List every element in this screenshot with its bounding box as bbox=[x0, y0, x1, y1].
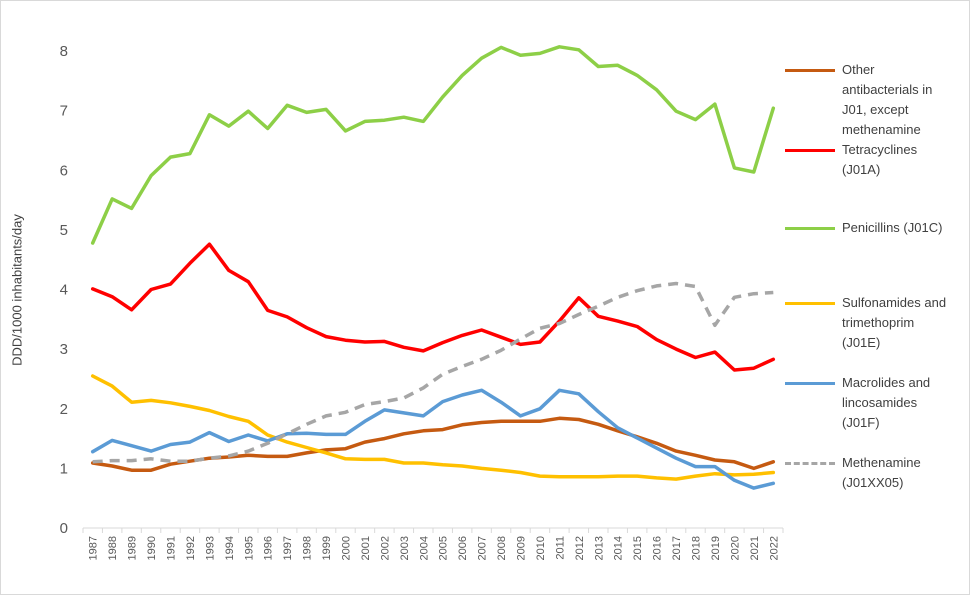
series-lines bbox=[90, 45, 776, 490]
y-tick-label: 7 bbox=[60, 103, 68, 120]
x-tick-label: 2007 bbox=[477, 536, 489, 560]
legend-label: Macrolides and lincosamides (J01F) bbox=[842, 375, 931, 430]
series-line-4 bbox=[90, 388, 776, 490]
y-tick-label: 3 bbox=[60, 341, 68, 358]
legend-label: Sulfonamides and trimethoprim (J01E) bbox=[842, 295, 947, 350]
legend-swatch bbox=[785, 69, 835, 72]
x-tick-label: 1993 bbox=[204, 536, 216, 560]
x-tick-label: 1996 bbox=[263, 536, 275, 560]
y-tick-label: 2 bbox=[60, 401, 68, 418]
x-tick-label: 1994 bbox=[224, 536, 236, 560]
x-tick-label: 2003 bbox=[399, 536, 411, 560]
series-line-1 bbox=[90, 242, 776, 372]
y-tick-label: 6 bbox=[60, 162, 68, 179]
legend-label: Other antibacterials in J01, except meth… bbox=[842, 62, 933, 137]
x-tick-label: 2001 bbox=[360, 536, 372, 560]
y-tick-label: 5 bbox=[60, 222, 68, 239]
legend-swatch bbox=[785, 382, 835, 385]
x-tick-label: 2009 bbox=[516, 536, 528, 560]
legend-swatch bbox=[785, 227, 835, 230]
legend-swatch bbox=[785, 149, 835, 152]
series-line-2 bbox=[90, 45, 776, 245]
x-tick-label: 2008 bbox=[496, 536, 508, 560]
x-tick-label: 1998 bbox=[302, 536, 314, 560]
y-axis-label: DDD/1000 inhabitants/day bbox=[9, 214, 25, 366]
x-tick-label: 1990 bbox=[146, 536, 158, 560]
x-tick-label: 2010 bbox=[535, 536, 547, 560]
x-tick-label: 1992 bbox=[185, 536, 197, 560]
x-tick-label: 2005 bbox=[438, 536, 450, 560]
series-line-3 bbox=[90, 374, 776, 481]
y-tick-label: 8 bbox=[60, 43, 68, 60]
x-tick-label: 2017 bbox=[671, 536, 683, 560]
x-tick-label: 1999 bbox=[321, 536, 333, 560]
x-tick-label: 2019 bbox=[710, 536, 722, 560]
legend-label: Tetracyclines (J01A) bbox=[842, 142, 918, 177]
x-tick-label: 2000 bbox=[341, 536, 353, 560]
x-tick-label: 2015 bbox=[632, 536, 644, 560]
x-tick-label: 2004 bbox=[418, 536, 430, 560]
x-tick-label: 2012 bbox=[574, 536, 586, 560]
axes bbox=[82, 527, 784, 533]
x-tick-label: 2018 bbox=[691, 536, 703, 560]
y-tick-label: 0 bbox=[60, 520, 68, 537]
series-line-5 bbox=[92, 281, 774, 464]
tick-labels: 0 1 2 3 4 5 6 7 8 1987 1988 1989 1990 1991 1992 1993 199… bbox=[60, 43, 781, 560]
x-tick-label: 2021 bbox=[749, 536, 761, 560]
x-tick-label: 2006 bbox=[457, 536, 469, 560]
x-tick-label: 2002 bbox=[379, 536, 391, 560]
x-tick-label: 1989 bbox=[127, 536, 139, 560]
legend-label: Penicillins (J01C) bbox=[842, 220, 943, 235]
legend-swatch bbox=[785, 302, 835, 305]
x-tick-label: 2011 bbox=[554, 536, 566, 560]
legend-swatch bbox=[785, 462, 835, 465]
y-tick-label: 1 bbox=[60, 460, 68, 477]
y-tick-label: 4 bbox=[60, 282, 68, 299]
x-tick-label: 2016 bbox=[652, 536, 664, 560]
x-tick-label: 2022 bbox=[768, 536, 780, 560]
x-tick-label: 2014 bbox=[613, 536, 625, 560]
x-tick-label: 1997 bbox=[282, 536, 294, 560]
legend-label: Methenamine (J01XX05) bbox=[842, 455, 921, 490]
x-tick-label: 1991 bbox=[166, 536, 178, 560]
x-tick-label: 1988 bbox=[107, 536, 119, 560]
x-tick-label: 2020 bbox=[729, 536, 741, 560]
x-tick-label: 2013 bbox=[593, 536, 605, 560]
x-tick-label: 1995 bbox=[243, 536, 255, 560]
x-tick-label: 1987 bbox=[88, 536, 100, 560]
series-line-0 bbox=[90, 416, 776, 472]
